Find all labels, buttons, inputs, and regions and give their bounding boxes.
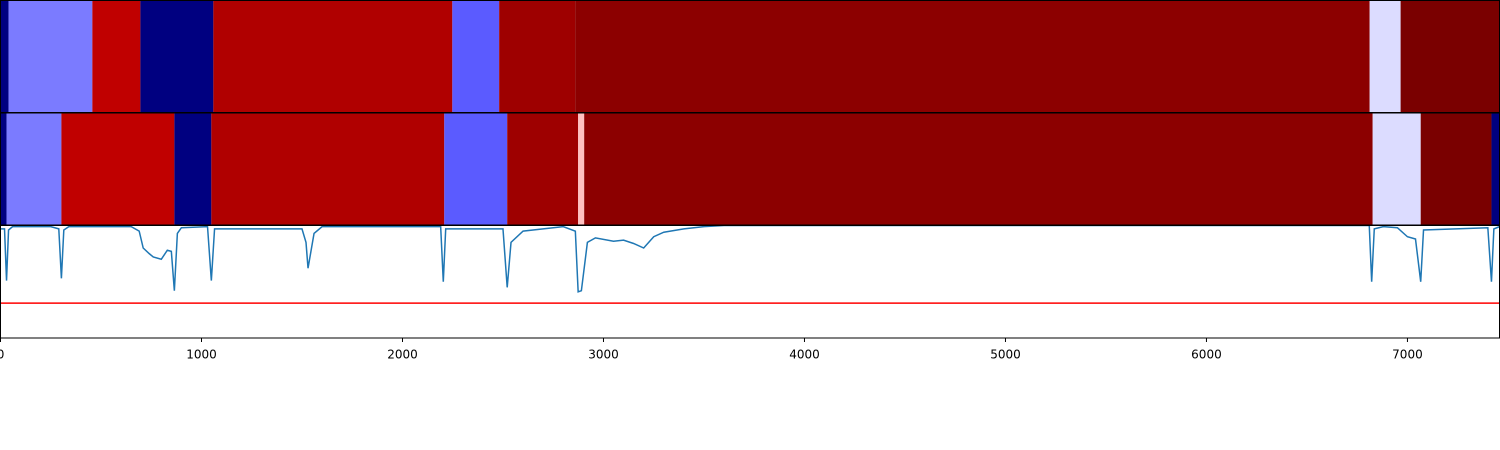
line bbox=[0, 225, 1500, 293]
segment bbox=[452, 0, 500, 113]
segment bbox=[578, 113, 585, 225]
segment bbox=[0, 113, 7, 225]
segment bbox=[1420, 113, 1492, 225]
segment bbox=[92, 0, 141, 113]
segment bbox=[444, 113, 508, 225]
segment bbox=[140, 0, 214, 113]
x-tick-label: 2000 bbox=[387, 348, 418, 362]
panel-frame bbox=[0, 225, 1500, 339]
segment bbox=[211, 113, 445, 225]
segment bbox=[499, 0, 576, 113]
segment bbox=[174, 113, 212, 225]
segment bbox=[8, 0, 93, 113]
segment bbox=[1369, 0, 1401, 113]
x-tick-label: 3000 bbox=[588, 348, 619, 362]
segment bbox=[575, 0, 1370, 113]
segment bbox=[584, 113, 1373, 225]
segment bbox=[1400, 0, 1500, 113]
segment bbox=[213, 0, 453, 113]
x-tick-label: 0 bbox=[0, 348, 4, 362]
segment bbox=[1372, 113, 1421, 225]
x-tick-label: 5000 bbox=[990, 348, 1021, 362]
segment bbox=[6, 113, 62, 225]
x-tick-label: 4000 bbox=[789, 348, 820, 362]
segment bbox=[507, 113, 579, 225]
x-tick-label: 6000 bbox=[1191, 348, 1222, 362]
segment bbox=[1491, 113, 1500, 225]
x-tick-label: 1000 bbox=[186, 348, 217, 362]
segment bbox=[0, 0, 9, 113]
segment bbox=[61, 113, 175, 225]
x-tick-label: 7000 bbox=[1392, 348, 1423, 362]
